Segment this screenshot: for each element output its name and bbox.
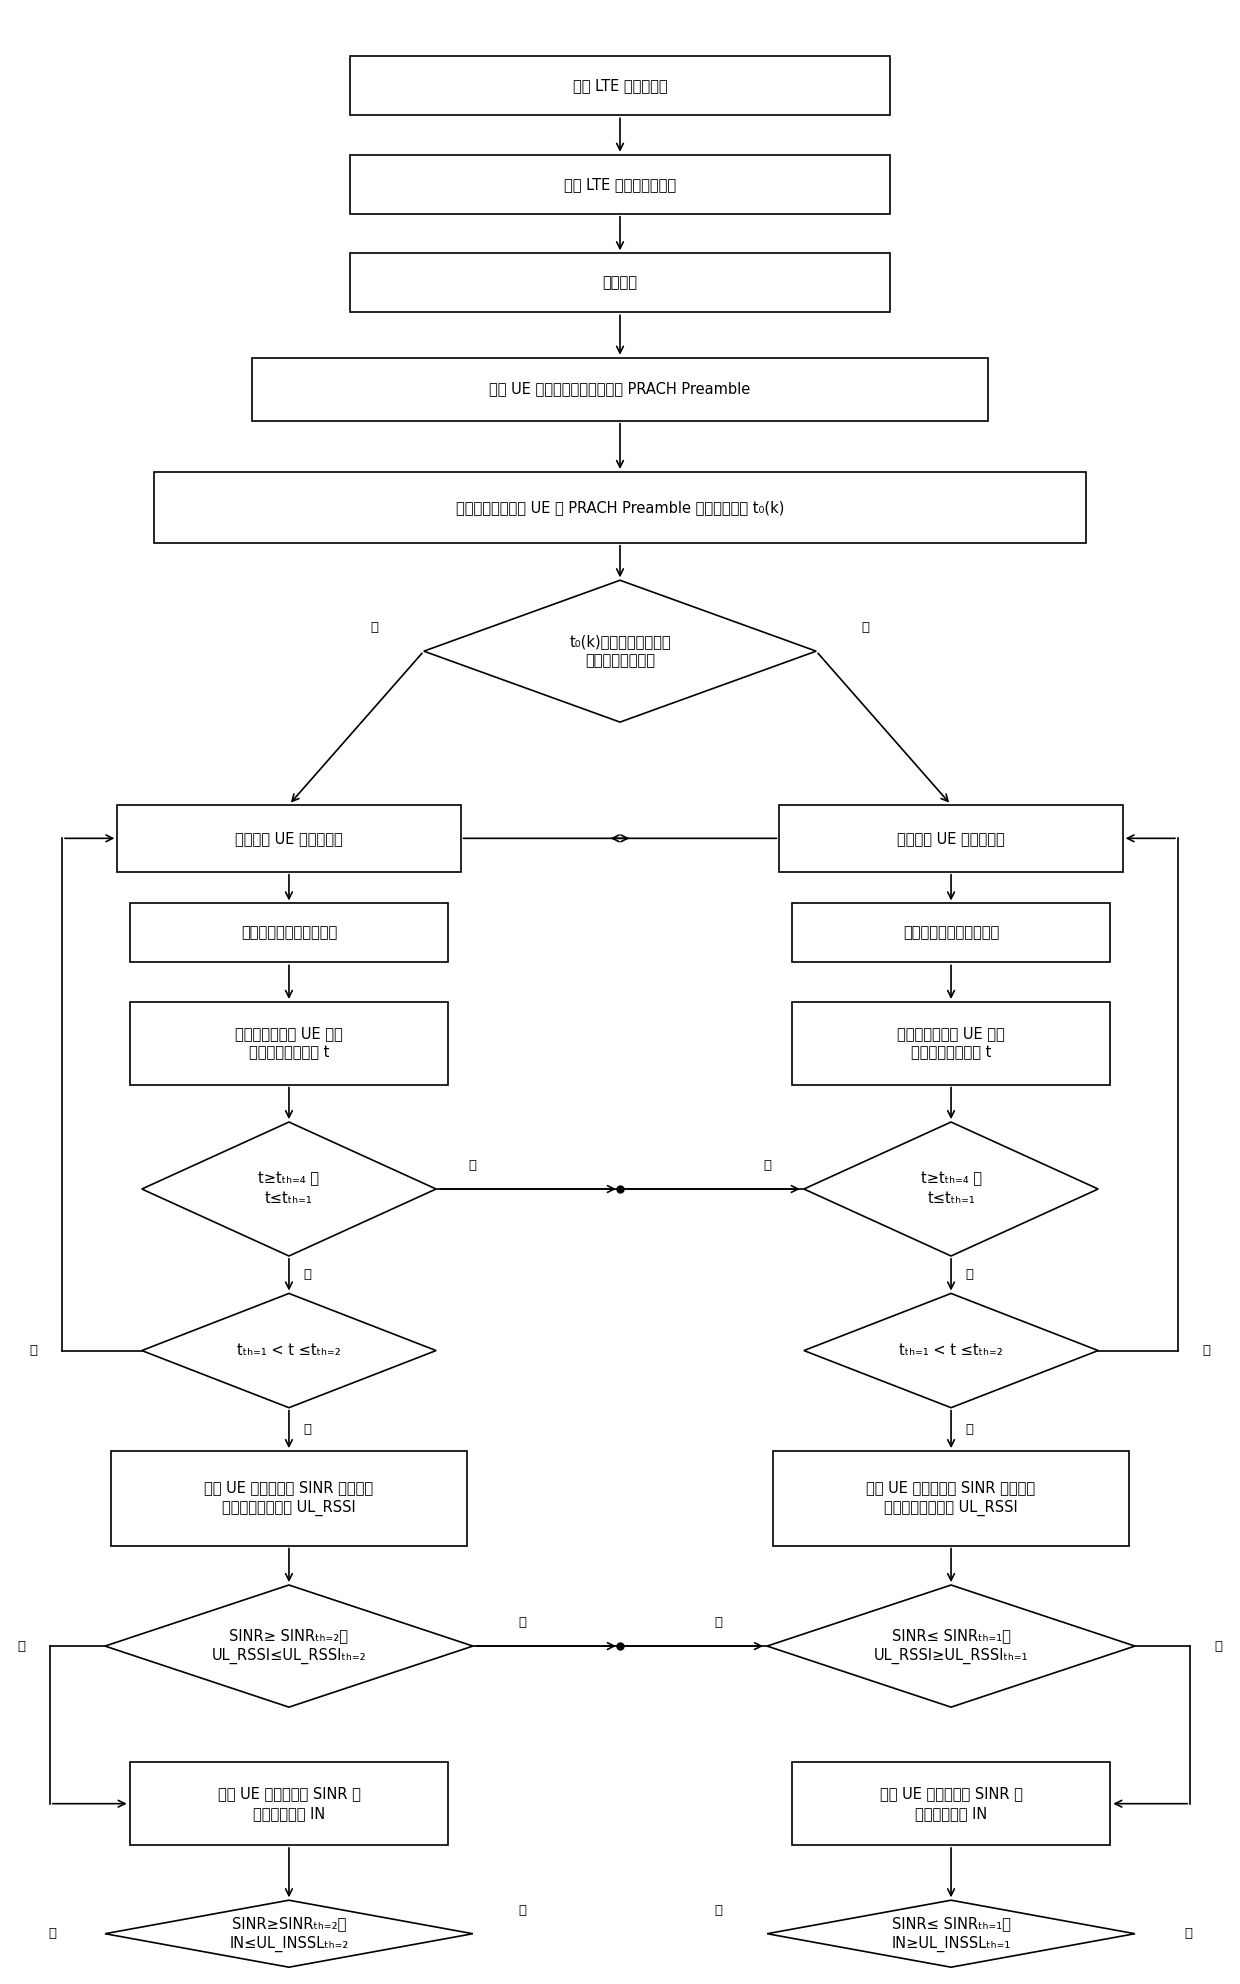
Text: 计算 UE 的信干燥比 SINR 和共站邻
区的接收信号强度 UL_RSSI: 计算 UE 的信干燥比 SINR 和共站邻 区的接收信号强度 UL_RSSI xyxy=(205,1480,373,1516)
Text: 用边缘频带进行数据发送: 用边缘频带进行数据发送 xyxy=(241,925,337,940)
Polygon shape xyxy=(768,1901,1135,1968)
FancyBboxPatch shape xyxy=(129,903,449,962)
Polygon shape xyxy=(768,1585,1135,1706)
Text: 否: 否 xyxy=(48,1926,56,1940)
Text: 否: 否 xyxy=(17,1639,25,1653)
FancyBboxPatch shape xyxy=(112,1450,466,1546)
Text: 是: 是 xyxy=(862,621,869,635)
Text: SINR≥ SINRₜₕ₌₂且
UL_RSSI≤UL_RSSIₜₕ₌₂: SINR≥ SINRₜₕ₌₂且 UL_RSSI≤UL_RSSIₜₕ₌₂ xyxy=(212,1629,366,1665)
Text: 计算数据从用户 UE 到服
务扇区的传播时间 t: 计算数据从用户 UE 到服 务扇区的传播时间 t xyxy=(898,1026,1004,1061)
Text: 用户设备 UE 为中心用户: 用户设备 UE 为中心用户 xyxy=(898,831,1004,845)
Text: t≥tₜₕ₌₄ 或
t≤tₜₕ₌₁: t≥tₜₕ₌₄ 或 t≤tₜₕ₌₁ xyxy=(920,1173,982,1206)
Text: 否: 否 xyxy=(1184,1926,1192,1940)
Text: 是: 是 xyxy=(714,1615,722,1629)
Text: 否: 否 xyxy=(304,1268,311,1282)
Text: 是: 是 xyxy=(763,1159,771,1173)
Text: 否: 否 xyxy=(1215,1639,1223,1653)
Polygon shape xyxy=(424,579,816,722)
Text: t≥tₜₕ₌₄ 或
t≤tₜₕ₌₁: t≥tₜₕ₌₄ 或 t≤tₜₕ₌₁ xyxy=(258,1173,320,1206)
Text: SINR≤ SINRₜₕ₌₁且
UL_RSSI≥UL_RSSIₜₕ₌₁: SINR≤ SINRₜₕ₌₁且 UL_RSSI≥UL_RSSIₜₕ₌₁ xyxy=(874,1629,1028,1665)
Text: 否: 否 xyxy=(966,1268,973,1282)
FancyBboxPatch shape xyxy=(791,1002,1111,1085)
Text: 配置参数: 配置参数 xyxy=(603,276,637,290)
Text: 计算 UE 的信干燥比 SINR 和
干扰信号强度 IN: 计算 UE 的信干燥比 SINR 和 干扰信号强度 IN xyxy=(217,1786,361,1821)
Text: 否: 否 xyxy=(30,1343,37,1357)
Polygon shape xyxy=(141,1294,436,1409)
Text: 否: 否 xyxy=(371,621,378,635)
Text: 是: 是 xyxy=(304,1423,311,1436)
Text: 用中心频带进行数据发送: 用中心频带进行数据发送 xyxy=(903,925,999,940)
FancyBboxPatch shape xyxy=(350,56,890,115)
FancyBboxPatch shape xyxy=(154,472,1086,544)
Text: SINR≤ SINRₜₕ₌₁且
IN≥UL_INSSLₜₕ₌₁: SINR≤ SINRₜₕ₌₁且 IN≥UL_INSSLₜₕ₌₁ xyxy=(892,1917,1011,1952)
Text: 计算 UE 的信干燥比 SINR 和共站邻
区的接收信号强度 UL_RSSI: 计算 UE 的信干燥比 SINR 和共站邻 区的接收信号强度 UL_RSSI xyxy=(867,1480,1035,1516)
Text: 划分 LTE 扇区的频带: 划分 LTE 扇区的频带 xyxy=(573,77,667,93)
Text: 划分 LTE 扇区的位置区域: 划分 LTE 扇区的位置区域 xyxy=(564,177,676,192)
FancyBboxPatch shape xyxy=(791,903,1111,962)
FancyBboxPatch shape xyxy=(791,1762,1111,1845)
Text: 是: 是 xyxy=(966,1423,973,1436)
Text: 计算数据从用户 UE 到服
务扇区的传播时间 t: 计算数据从用户 UE 到服 务扇区的传播时间 t xyxy=(236,1026,342,1061)
Text: tₜₕ₌₁ < t ≤tₜₕ₌₂: tₜₕ₌₁ < t ≤tₜₕ₌₂ xyxy=(237,1343,341,1359)
Text: t₀(k)大于第一时间门限
小于第三时间门限: t₀(k)大于第一时间门限 小于第三时间门限 xyxy=(569,633,671,669)
Polygon shape xyxy=(105,1585,472,1706)
Text: 用户 UE 发送上行随机接入前缀 PRACH Preamble: 用户 UE 发送上行随机接入前缀 PRACH Preamble xyxy=(490,381,750,397)
Text: 是: 是 xyxy=(518,1615,526,1629)
Text: 是: 是 xyxy=(714,1903,722,1917)
Text: 是: 是 xyxy=(518,1903,526,1917)
FancyBboxPatch shape xyxy=(350,254,890,311)
Text: 是: 是 xyxy=(469,1159,477,1173)
Polygon shape xyxy=(141,1123,436,1256)
Text: SINR≥SINRₜₕ₌₂且
IN≤UL_INSSLₜₕ₌₂: SINR≥SINRₜₕ₌₂且 IN≤UL_INSSLₜₕ₌₂ xyxy=(229,1917,348,1952)
FancyBboxPatch shape xyxy=(780,806,1122,871)
Polygon shape xyxy=(105,1901,472,1968)
Polygon shape xyxy=(804,1294,1099,1409)
FancyBboxPatch shape xyxy=(118,806,460,871)
FancyBboxPatch shape xyxy=(350,155,890,214)
Text: tₜₕ₌₁ < t ≤tₜₕ₌₂: tₜₕ₌₁ < t ≤tₜₕ₌₂ xyxy=(899,1343,1003,1359)
Text: 否: 否 xyxy=(1203,1343,1210,1357)
FancyBboxPatch shape xyxy=(129,1002,449,1085)
FancyBboxPatch shape xyxy=(129,1762,449,1845)
FancyBboxPatch shape xyxy=(252,357,988,421)
FancyBboxPatch shape xyxy=(774,1450,1128,1546)
Text: 计算 UE 的信干燥比 SINR 和
干扰信号强度 IN: 计算 UE 的信干燥比 SINR 和 干扰信号强度 IN xyxy=(879,1786,1023,1821)
Text: 服务扇区计算用户 UE 的 PRACH Preamble 上行传播时间 t₀(k): 服务扇区计算用户 UE 的 PRACH Preamble 上行传播时间 t₀(k… xyxy=(456,500,784,516)
Text: 用户设备 UE 为边缘用户: 用户设备 UE 为边缘用户 xyxy=(236,831,342,845)
Polygon shape xyxy=(804,1123,1099,1256)
